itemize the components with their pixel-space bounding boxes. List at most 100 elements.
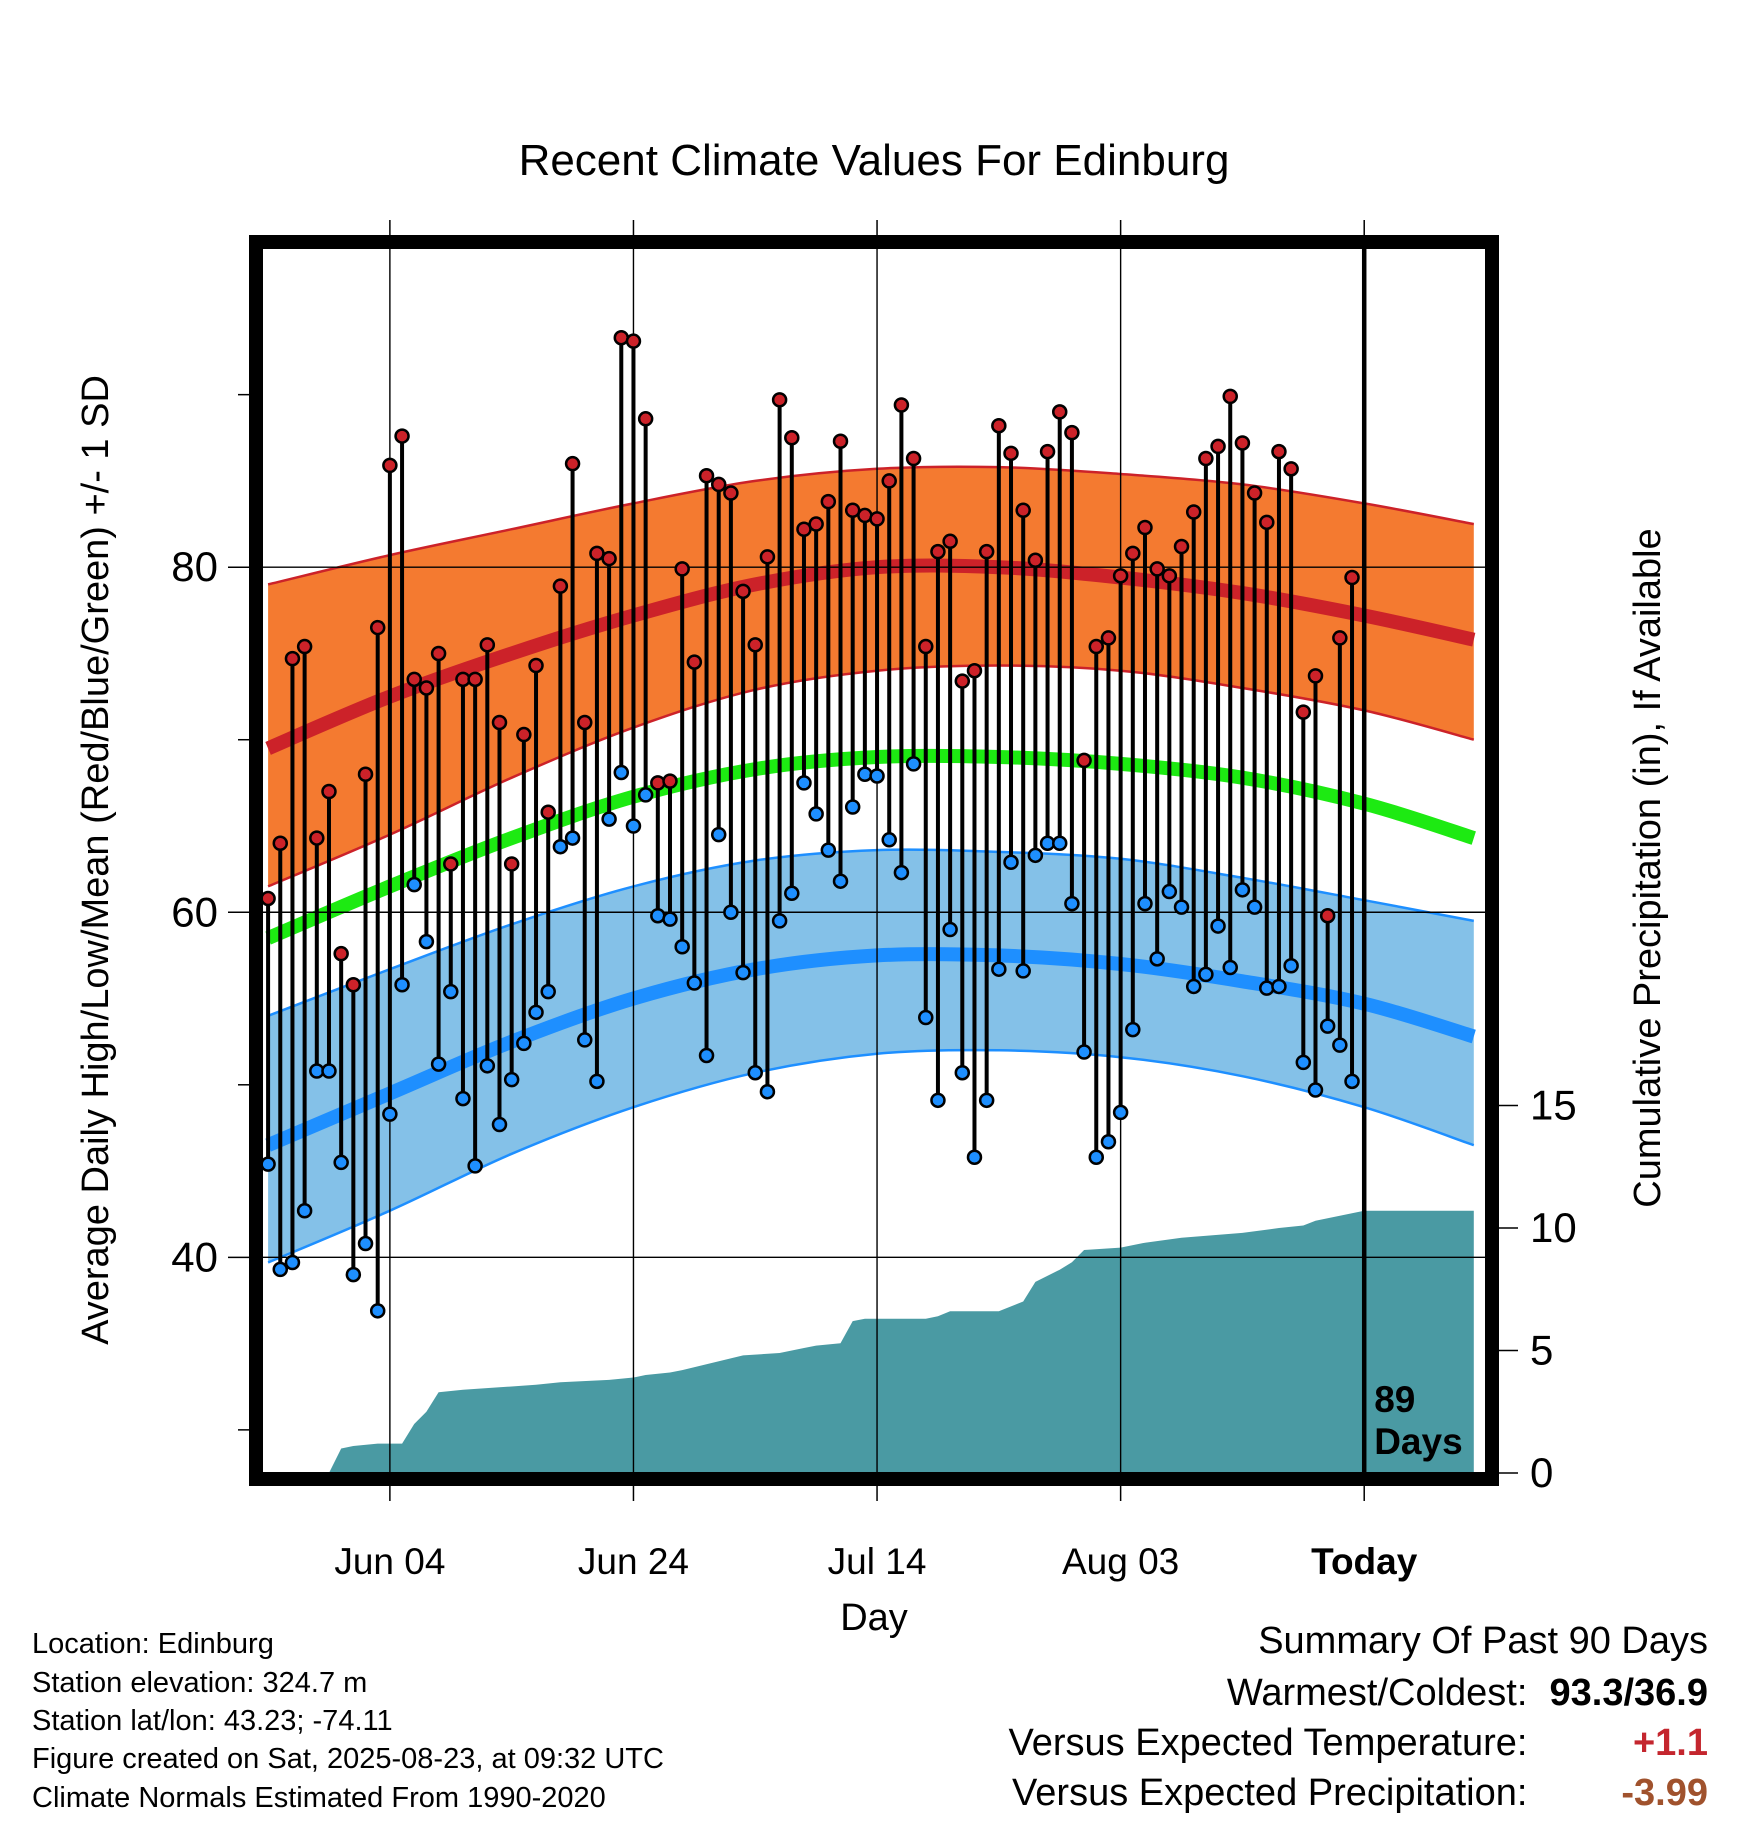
daily-high-point bbox=[1198, 450, 1214, 467]
y2-tick-label: 5 bbox=[1530, 1327, 1553, 1374]
daily-high-point bbox=[625, 333, 642, 349]
plot-frame bbox=[249, 235, 1499, 1486]
summary-precip-label: Versus Expected Precipitation: bbox=[1012, 1772, 1528, 1814]
daily-low-point bbox=[662, 911, 678, 927]
daily-high-point bbox=[1064, 424, 1080, 441]
daily-low-point bbox=[601, 811, 617, 827]
daily-low-point bbox=[1344, 1073, 1360, 1090]
daily-low-point bbox=[1137, 895, 1153, 912]
daily-low-point bbox=[296, 1202, 313, 1219]
daily-low-point bbox=[1173, 899, 1190, 915]
daily-high-point bbox=[893, 397, 910, 413]
daily-low-point bbox=[1259, 980, 1275, 996]
daily-high-point bbox=[479, 637, 496, 653]
summary-temp: Versus Expected Temperature: +1.1 bbox=[1009, 1722, 1708, 1765]
daily-high-point bbox=[443, 856, 459, 872]
daily-low-point bbox=[978, 1092, 995, 1109]
daily-low-point bbox=[321, 1063, 337, 1079]
daily-high-point bbox=[686, 654, 703, 670]
daily-low-point bbox=[771, 913, 788, 929]
daily-low-point bbox=[418, 933, 435, 950]
info-latlon: Station lat/lon: 43.23; -74.11 bbox=[32, 1705, 393, 1737]
summary-temp-label: Versus Expected Temperature: bbox=[1008, 1722, 1528, 1764]
daily-high-point bbox=[1149, 561, 1165, 577]
daily-low-point bbox=[1076, 1044, 1092, 1060]
daily-high-point bbox=[881, 473, 897, 489]
daily-high-point bbox=[406, 671, 422, 688]
daily-low-point bbox=[820, 842, 837, 858]
daily-low-point bbox=[747, 1064, 764, 1081]
info-created: Figure created on Sat, 2025-08-23, at 09… bbox=[32, 1743, 664, 1775]
daily-low-point bbox=[869, 768, 885, 784]
daily-high-point bbox=[918, 638, 934, 655]
daily-high-point bbox=[1295, 704, 1312, 720]
daily-high-point bbox=[1015, 502, 1031, 519]
daily-low-point bbox=[1234, 882, 1251, 898]
y2-tick-label: 10 bbox=[1530, 1204, 1577, 1251]
daily-high-point bbox=[516, 726, 532, 743]
daily-high-point bbox=[784, 430, 800, 446]
daily-low-point bbox=[905, 756, 922, 772]
daily-high-point bbox=[357, 766, 374, 782]
daily-low-point bbox=[1125, 1021, 1141, 1038]
daily-low-point bbox=[564, 830, 581, 846]
daily-high-point bbox=[345, 976, 362, 993]
daily-high-point bbox=[1100, 630, 1117, 646]
daily-high-point bbox=[723, 485, 739, 501]
daily-low-point bbox=[832, 873, 849, 889]
daily-low-point bbox=[637, 787, 654, 803]
daily-high-point bbox=[1332, 630, 1348, 646]
daily-low-point bbox=[284, 1254, 301, 1271]
daily-low-point bbox=[1283, 957, 1299, 974]
daily-low-point bbox=[443, 983, 459, 1000]
summary-title: Summary Of Past 90 Days bbox=[1258, 1620, 1708, 1662]
summary-warm-cold: Warmest/Coldest: 93.3/36.9 bbox=[1227, 1672, 1708, 1715]
y-axis-label: Average Daily High/Low/Mean (Red/Blue/Gr… bbox=[75, 375, 117, 1345]
daily-high-point bbox=[930, 543, 946, 560]
daily-low-point bbox=[272, 1261, 289, 1278]
summary-temp-value: +1.1 bbox=[1632, 1722, 1708, 1764]
daily-high-point bbox=[1112, 568, 1129, 584]
daily-high-point bbox=[991, 417, 1007, 434]
daily-low-point bbox=[844, 799, 861, 815]
daily-low-point bbox=[784, 885, 800, 902]
daily-low-point bbox=[491, 1116, 508, 1133]
daily-high-point bbox=[1027, 552, 1044, 569]
daily-low-point bbox=[1198, 966, 1214, 983]
daily-low-point bbox=[516, 1035, 532, 1052]
days-count-label: 89 Days bbox=[1374, 1379, 1462, 1462]
daily-high-point bbox=[1283, 461, 1299, 477]
daily-low-point bbox=[1100, 1133, 1117, 1150]
info-location: Location: Edinburg bbox=[32, 1628, 274, 1660]
daily-low-point bbox=[1222, 959, 1238, 976]
daily-high-point bbox=[698, 467, 715, 484]
daily-low-point bbox=[930, 1092, 946, 1109]
daily-low-point bbox=[369, 1303, 386, 1319]
daily-high-point bbox=[747, 637, 764, 653]
y-tick-label: 40 bbox=[171, 1233, 218, 1280]
daily-high-point bbox=[905, 450, 922, 467]
daily-low-point bbox=[589, 1073, 605, 1090]
daily-high-point bbox=[1088, 638, 1105, 655]
daily-low-point bbox=[540, 983, 556, 1000]
daily-high-point bbox=[1307, 668, 1324, 684]
daily-low-point bbox=[1307, 1082, 1324, 1098]
x-axis-label: Day bbox=[840, 1597, 908, 1639]
daily-low-point bbox=[1185, 978, 1202, 995]
daily-low-point bbox=[735, 964, 751, 981]
daily-low-point bbox=[1003, 854, 1019, 870]
daily-low-point bbox=[1088, 1149, 1105, 1166]
daily-low-point bbox=[796, 775, 812, 791]
y2-tick-label: 15 bbox=[1530, 1082, 1577, 1129]
daily-high-point bbox=[272, 835, 289, 851]
daily-high-point bbox=[1344, 569, 1360, 586]
daily-low-point bbox=[918, 1009, 934, 1026]
y2-axis-label: Cumulative Precipitation (in), If Availa… bbox=[1627, 528, 1669, 1207]
daily-high-point bbox=[1210, 438, 1226, 455]
daily-low-point bbox=[1246, 899, 1263, 915]
daily-high-point bbox=[1161, 568, 1178, 584]
daily-high-point bbox=[418, 680, 435, 696]
daily-high-point bbox=[662, 773, 678, 789]
daily-high-point bbox=[1137, 519, 1153, 536]
